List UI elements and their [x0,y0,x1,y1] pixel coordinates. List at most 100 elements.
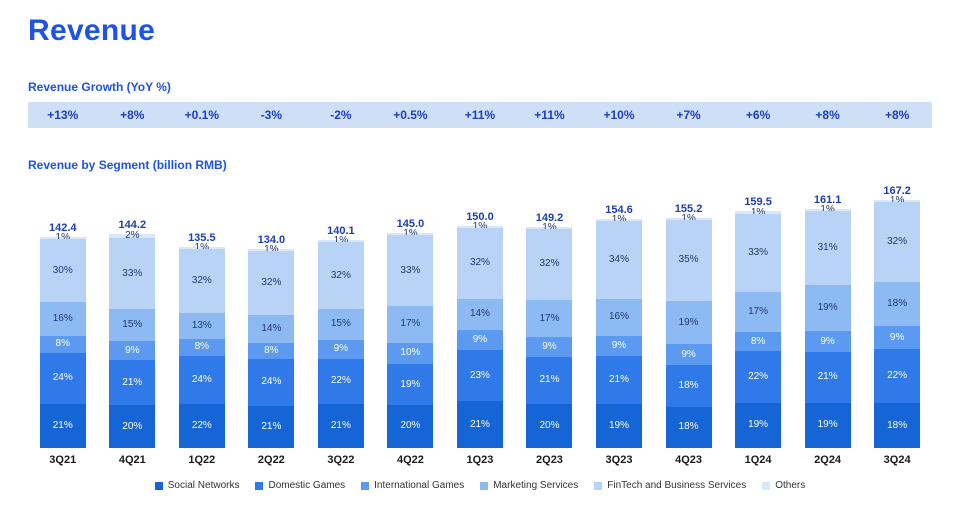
bar-total-label: 161.1 [813,194,842,206]
growth-value: +8% [884,108,910,122]
bar-segment: 21% [804,352,851,403]
x-axis-label: 1Q24 [744,454,772,466]
bar-segment: 30% [39,238,86,303]
legend-label: Marketing Services [493,480,579,491]
legend-item: Others [762,480,805,491]
bar-total-label: 159.5 [744,196,772,209]
bar-segment: 21% [248,406,295,448]
bar-segment: 33% [109,238,156,309]
bar-segment: 20% [387,404,434,448]
bar-slot: 140.1 1% 32% 15% 9% 22% 21% [306,225,376,448]
bar-segment: 19% [804,285,851,331]
bar-segment: 1% [248,245,295,255]
bar-segment: 1% [804,204,851,215]
bar-total-label: 134.0 [257,234,286,247]
growth-value: +8% [120,108,145,122]
bar-segment: 24% [178,355,225,404]
bar-stack: 1% 35% 19% 9% 18% 18% [665,213,712,448]
growth-value: +11% [464,108,496,122]
bar-segment: 9% [665,344,712,366]
bar-segment: 19% [387,364,434,405]
x-axis-label: 3Q24 [883,454,911,466]
growth-value: +8% [815,108,840,122]
bar-segment: 9% [526,337,573,358]
segment-heading: Revenue by Segment (billion RMB) [28,158,227,172]
bar-segment: 33% [387,235,434,307]
growth-value: -3% [260,108,283,122]
bar-segment: 32% [456,227,503,299]
bar-segment: 9% [804,330,851,353]
bar-segment: 32% [874,202,921,282]
bar-segment: 15% [317,308,364,340]
x-axis-label: 3Q23 [605,454,633,466]
bar-segment: 22% [317,358,364,405]
bar-segment: 1% [665,213,712,224]
bar-segment: 1% [456,221,503,232]
legend-item: Domestic Games [255,480,345,491]
x-axis-label: 1Q23 [466,454,494,466]
bar-total-label: 144.2 [118,219,147,232]
x-axis-label: 2Q22 [257,454,285,466]
growth-heading: Revenue Growth (YoY %) [28,80,171,94]
x-axis-labels: 3Q21 4Q21 1Q22 2Q22 3Q22 4Q22 1Q23 2Q23 3Q23 4Q23… [28,454,932,466]
bar-segment: 15% [109,308,156,342]
bar-total-label: 135.5 [188,232,216,244]
legend: Social Networks Domestic Games Internation… [28,480,932,491]
x-axis-label: 3Q22 [327,454,355,466]
x-axis-label: 2Q24 [814,454,842,466]
bar-segment: 21% [526,357,573,404]
growth-value: +11% [534,108,565,122]
legend-item: International Games [361,480,464,491]
legend-marker [361,481,370,490]
growth-value: +13% [47,108,79,122]
legend-marker [154,481,163,490]
bar-stack: 1% 32% 14% 9% 23% 21% [456,221,503,449]
legend-label: FinTech and Business Services [607,480,747,491]
bar-segment: 18% [665,406,712,448]
bar-slot: 150.0 1% 32% 14% 9% 23% 21% [445,211,515,449]
bar-slot: 161.1 1% 31% 19% 9% 21% 19% [793,194,863,448]
bar-segment: 2% [109,230,156,241]
bar-segment: 20% [526,403,573,448]
legend-marker [762,481,771,490]
bar-segment: 8% [735,332,782,351]
bar-segment: 22% [178,403,225,448]
bar-stack: 1% 32% 18% 9% 22% 18% [874,195,921,448]
growth-value: +0.1% [184,108,219,122]
bar-segment: 19% [596,404,643,448]
x-axis-label: 4Q22 [396,454,424,466]
bar-segment: 32% [178,249,225,314]
legend-item: Marketing Services [480,480,578,491]
growth-value: +6% [745,108,771,122]
x-axis-label: 1Q22 [188,454,216,466]
bar-total-label: 154.6 [605,203,633,216]
bar-segment: 17% [387,306,434,343]
legend-marker [480,481,489,490]
legend-label: Domestic Games [268,480,346,491]
bar-segment: 33% [735,213,782,292]
bar-segment: 1% [596,214,643,225]
bar-segment: 1% [387,228,434,239]
bar-slot: 144.2 2% 33% 15% 9% 21% 20% [98,219,168,448]
bar-segment: 22% [874,348,921,404]
x-axis-label: 4Q21 [118,454,146,466]
growth-value: +7% [676,108,701,122]
bar-stack: 1% 32% 13% 8% 24% 22% [178,243,225,448]
bar-segment: 1% [178,243,225,253]
bar-segment: 21% [317,404,364,448]
bar-slot: 135.5 1% 32% 13% 8% 24% 22% [167,232,237,448]
bar-segment: 31% [804,211,851,286]
bar-total-label: 155.2 [674,202,703,215]
bar-slot: 134.0 1% 32% 14% 8% 24% 21% [237,234,307,448]
bar-total-label: 142.4 [49,221,77,234]
bar-total-label: 140.1 [327,225,355,238]
bar-stack: 1% 30% 16% 8% 24% 21% [39,232,86,448]
x-axis-label: 4Q23 [675,454,702,466]
legend-item: Social Networks [154,480,239,491]
legend-marker [255,481,264,490]
bar-segment: 34% [596,220,643,299]
bar-segment: 19% [804,402,851,448]
bar-segment: 21% [109,360,156,406]
bar-segment: 13% [178,313,225,340]
bar-segment: 17% [526,299,573,338]
